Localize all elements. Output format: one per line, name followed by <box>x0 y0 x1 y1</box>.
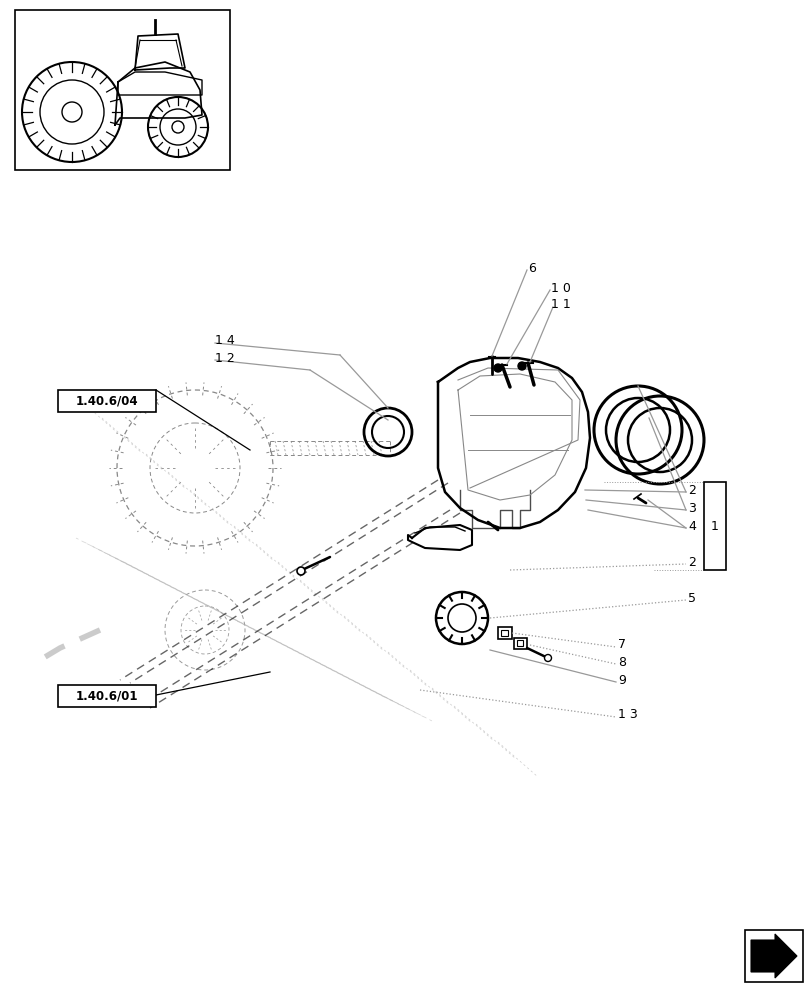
Bar <box>15 10 230 170</box>
Text: 7: 7 <box>617 639 625 652</box>
Polygon shape <box>437 358 590 528</box>
Text: 6: 6 <box>527 261 535 274</box>
Circle shape <box>544 654 551 662</box>
Bar <box>513 638 526 649</box>
Text: 1 3: 1 3 <box>617 708 637 722</box>
Circle shape <box>517 362 526 370</box>
Bar <box>744 930 802 982</box>
Text: 2: 2 <box>687 484 695 496</box>
Text: 3: 3 <box>687 502 695 514</box>
Text: 5: 5 <box>687 591 695 604</box>
Circle shape <box>436 592 487 644</box>
Bar <box>517 640 522 646</box>
Text: 1 1: 1 1 <box>551 298 570 312</box>
Text: 9: 9 <box>617 674 625 686</box>
Text: 1.40.6/01: 1.40.6/01 <box>75 690 138 702</box>
Bar <box>703 482 725 570</box>
Bar <box>500 630 508 636</box>
Text: 4: 4 <box>687 520 695 532</box>
Text: 2: 2 <box>687 556 695 568</box>
Text: 1 4: 1 4 <box>215 334 234 347</box>
Text: 1: 1 <box>710 520 718 532</box>
Bar <box>58 390 156 412</box>
Bar <box>497 627 512 639</box>
Text: 1 0: 1 0 <box>551 282 570 294</box>
Circle shape <box>493 364 501 372</box>
Polygon shape <box>750 934 796 978</box>
Text: 1 2: 1 2 <box>215 352 234 364</box>
Circle shape <box>297 567 305 575</box>
Text: 1.40.6/04: 1.40.6/04 <box>75 394 138 408</box>
Text: 8: 8 <box>617 656 625 668</box>
Circle shape <box>448 604 475 632</box>
Bar <box>58 685 156 707</box>
Polygon shape <box>407 525 471 550</box>
